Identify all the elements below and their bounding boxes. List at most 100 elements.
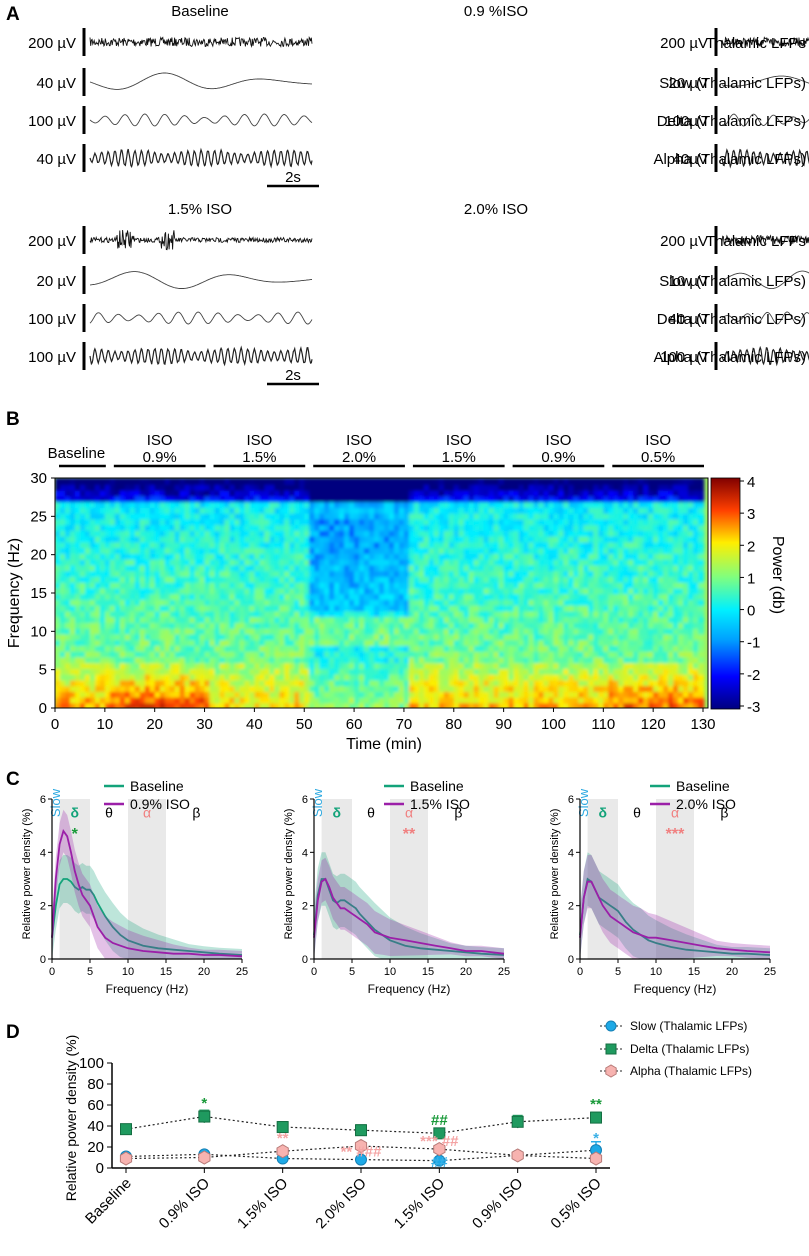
- spectrogram-cell: [59, 489, 67, 497]
- spectrogram-cell: [89, 690, 97, 698]
- spectrogram-cell: [84, 535, 92, 543]
- spectrogram-cell: [473, 570, 480, 577]
- spectrogram-cell: [543, 667, 550, 675]
- spectrogram-cell: [478, 593, 485, 600]
- spectrogram-cell: [244, 679, 251, 687]
- spectrogram-cell: [99, 535, 107, 543]
- spectrogram-cell: [124, 529, 131, 537]
- spectrogram-cell: [279, 581, 286, 589]
- spectrogram-cell: [433, 696, 441, 704]
- spectrogram-cell: [508, 564, 515, 572]
- spectrogram-cell: [84, 495, 92, 503]
- spectrogram-cell: [443, 575, 450, 583]
- spectrogram-cell: [359, 644, 366, 652]
- spectrogram-cell: [403, 627, 411, 635]
- spectrogram-cell: [69, 518, 77, 526]
- spectrogram-cell: [174, 685, 181, 692]
- spectrogram-cell: [269, 593, 276, 600]
- spectrogram-cell: [628, 575, 635, 583]
- spectrogram-cell: [249, 518, 256, 526]
- spectrogram-cell: [453, 593, 460, 600]
- spectrogram-cell: [593, 650, 600, 658]
- spectrogram-cell: [249, 604, 256, 612]
- spectrogram-cell: [354, 570, 361, 577]
- spectrogram-cell: [249, 506, 256, 514]
- spectrogram-cell: [593, 483, 600, 491]
- spectrogram-cell: [503, 644, 510, 652]
- spectrogram-cell: [638, 495, 645, 503]
- spectrogram-cell: [448, 524, 455, 531]
- spectrogram-cell: [55, 690, 62, 698]
- spectrogram-cell: [314, 506, 321, 514]
- spectrogram-cell: [339, 702, 346, 708]
- spectrogram-cell: [613, 541, 620, 549]
- spectrogram-cell: [523, 495, 530, 503]
- spectrogram-cell: [473, 547, 480, 554]
- spectrogram-cell: [448, 541, 455, 549]
- spectrogram-cell: [144, 627, 151, 635]
- spectrogram-cell: [264, 679, 271, 687]
- spectrogram-cell: [139, 690, 146, 698]
- spectrogram-cell: [428, 644, 436, 652]
- spectrogram-cell: [523, 575, 530, 583]
- spectrogram-cell: [359, 598, 366, 606]
- spectrogram-cell: [533, 541, 540, 549]
- spectrogram-cell: [139, 679, 146, 687]
- spectrogram-cell: [573, 627, 580, 635]
- spectrogram-cell: [344, 541, 351, 549]
- spectrogram-cell: [94, 662, 102, 669]
- spectrogram-cell: [563, 616, 570, 623]
- spectrogram-cell: [109, 501, 117, 508]
- spectrogram-cell: [179, 524, 186, 531]
- spectrogram-cell: [304, 639, 311, 646]
- spectrogram-cell: [94, 679, 102, 687]
- spectrogram-cell: [503, 621, 510, 629]
- spectrogram-cell: [603, 581, 610, 589]
- spectrogram-cell: [179, 673, 186, 681]
- spectrogram-cell: [658, 598, 665, 606]
- spectrogram-cell: [89, 552, 97, 560]
- spectrogram-cell: [633, 518, 640, 526]
- spectrogram-cell: [239, 650, 246, 658]
- spectrogram-cell: [478, 673, 485, 681]
- spectrogram-cell: [254, 483, 261, 491]
- spectrogram-cell: [239, 478, 246, 485]
- spectrogram-cell: [154, 679, 161, 687]
- spectrogram-cell: [114, 535, 122, 543]
- spectrogram-cell: [523, 541, 530, 549]
- spectrogram-cell: [553, 644, 560, 652]
- spectrogram-cell: [638, 593, 645, 600]
- spectrogram-cell: [259, 679, 266, 687]
- spectrogram-cell: [364, 621, 371, 629]
- spectrogram-cell: [483, 581, 490, 589]
- spectrogram-cell: [104, 656, 112, 664]
- spectrogram-cell: [618, 604, 625, 612]
- spectrogram-cell: [538, 621, 545, 629]
- spectrogram-cell: [379, 575, 386, 583]
- spectrogram-cell: [374, 650, 381, 658]
- spectrogram-cell: [593, 673, 600, 681]
- spectrogram-cell: [643, 552, 650, 560]
- epoch-header: Baseline: [48, 445, 106, 468]
- spectrogram-cell: [628, 558, 635, 566]
- spectrogram-cell: [503, 633, 510, 641]
- spectrogram-cell: [583, 512, 590, 520]
- spectrogram-cell: [124, 541, 131, 549]
- spectrogram-cell: [79, 621, 87, 629]
- spectrogram-cell: [149, 702, 156, 708]
- spectrogram-cell: [428, 489, 436, 497]
- spectrogram-cell: [413, 673, 421, 681]
- spectrogram-cell: [418, 616, 426, 623]
- spectrogram-cell: [623, 673, 630, 681]
- spectrogram-cell: [558, 506, 565, 514]
- spectrogram-cell: [578, 621, 585, 629]
- spectrogram-cell: [274, 478, 281, 485]
- spectrogram-cell: [114, 552, 122, 560]
- spectrogram-cell: [413, 535, 421, 543]
- spectrogram-cell: [304, 535, 311, 543]
- spectrogram-cell: [413, 656, 421, 664]
- spectrogram-cell: [608, 621, 615, 629]
- spectrogram-cell: [144, 690, 151, 698]
- spectrogram-cell: [234, 696, 241, 704]
- spectrogram-cell: [149, 552, 156, 560]
